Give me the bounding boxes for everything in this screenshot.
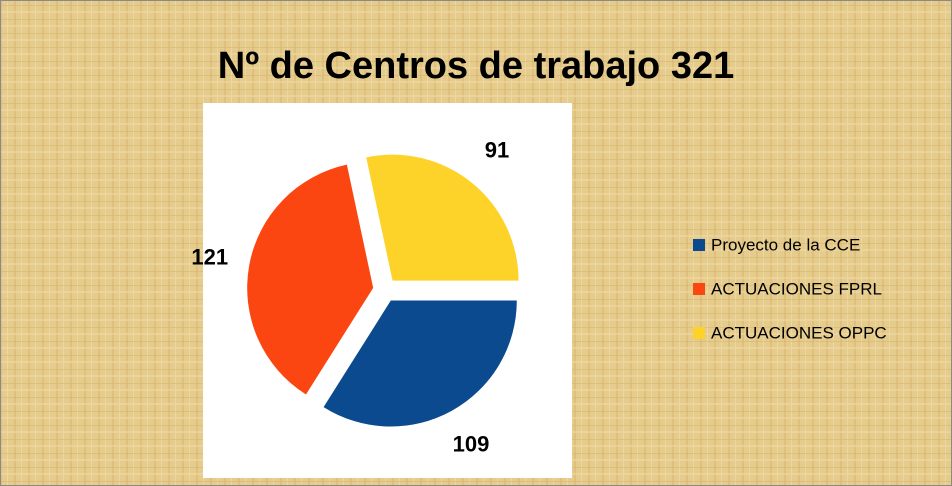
pie-slice [323,300,517,427]
legend-label: Proyecto de la CCE [711,235,860,254]
legend-label: ACTUACIONES FPRL [711,279,882,298]
data-label: 91 [485,137,509,162]
legend-label: ACTUACIONES OPPC [711,323,887,342]
data-label: 109 [453,432,490,457]
legend-swatch [693,239,705,251]
data-label: 121 [191,245,228,270]
pie-slice [366,154,519,281]
pie-slice [247,164,374,395]
legend-swatch [693,283,705,295]
chart-title: Nº de Centros de trabajo 321 [218,45,734,87]
legend-swatch [693,327,705,339]
